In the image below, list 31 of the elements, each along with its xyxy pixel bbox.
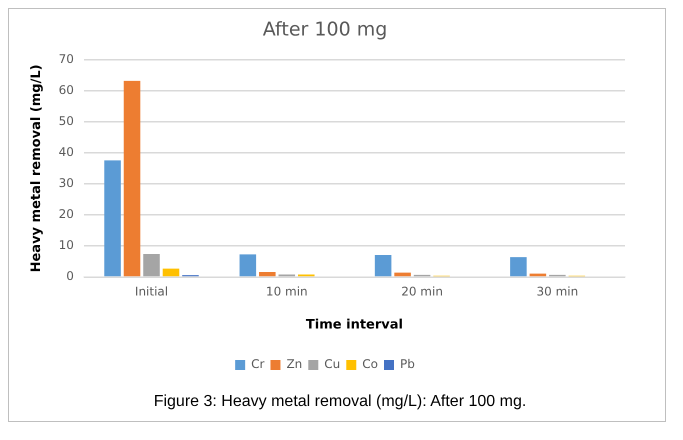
x-tick-label: 20 min <box>401 284 443 298</box>
y-tick-label: 20 <box>58 207 74 222</box>
bar <box>104 160 121 276</box>
bar <box>510 257 527 276</box>
legend-label: Zn <box>286 357 302 372</box>
bar <box>162 268 180 276</box>
legend-label: Cr <box>251 357 265 372</box>
bar <box>240 254 256 276</box>
caption: Figure 3: Heavy metal removal (mg/L): After 100 mg. <box>152 392 528 412</box>
bar <box>259 272 276 276</box>
x-tick-label: 30 min <box>536 284 578 298</box>
legend-label: Cu <box>324 357 340 372</box>
y-tick-label: 10 <box>58 238 74 252</box>
y-tick-label: 0 <box>66 269 74 284</box>
x-tick-label: Initial <box>134 284 168 298</box>
legend-label: Co <box>362 357 378 372</box>
x-axis-title: Time interval <box>306 318 403 333</box>
bar <box>124 80 140 276</box>
legend-label: Pb <box>400 357 415 372</box>
x-tick-label: 10 min <box>266 284 308 298</box>
y-tick-label: 40 <box>58 145 74 160</box>
bar <box>374 254 392 276</box>
bar <box>394 272 411 276</box>
bar <box>143 254 160 276</box>
y-tick-label: 30 <box>58 176 74 190</box>
bar <box>530 274 546 276</box>
y-tick-label: 50 <box>58 114 74 128</box>
y-tick-label: 60 <box>58 82 74 97</box>
y-axis-title: Heavy metal removal (mg/L) <box>29 64 44 272</box>
y-tick-label: 70 <box>58 52 74 66</box>
chart-title: After 100 mg <box>262 18 388 40</box>
